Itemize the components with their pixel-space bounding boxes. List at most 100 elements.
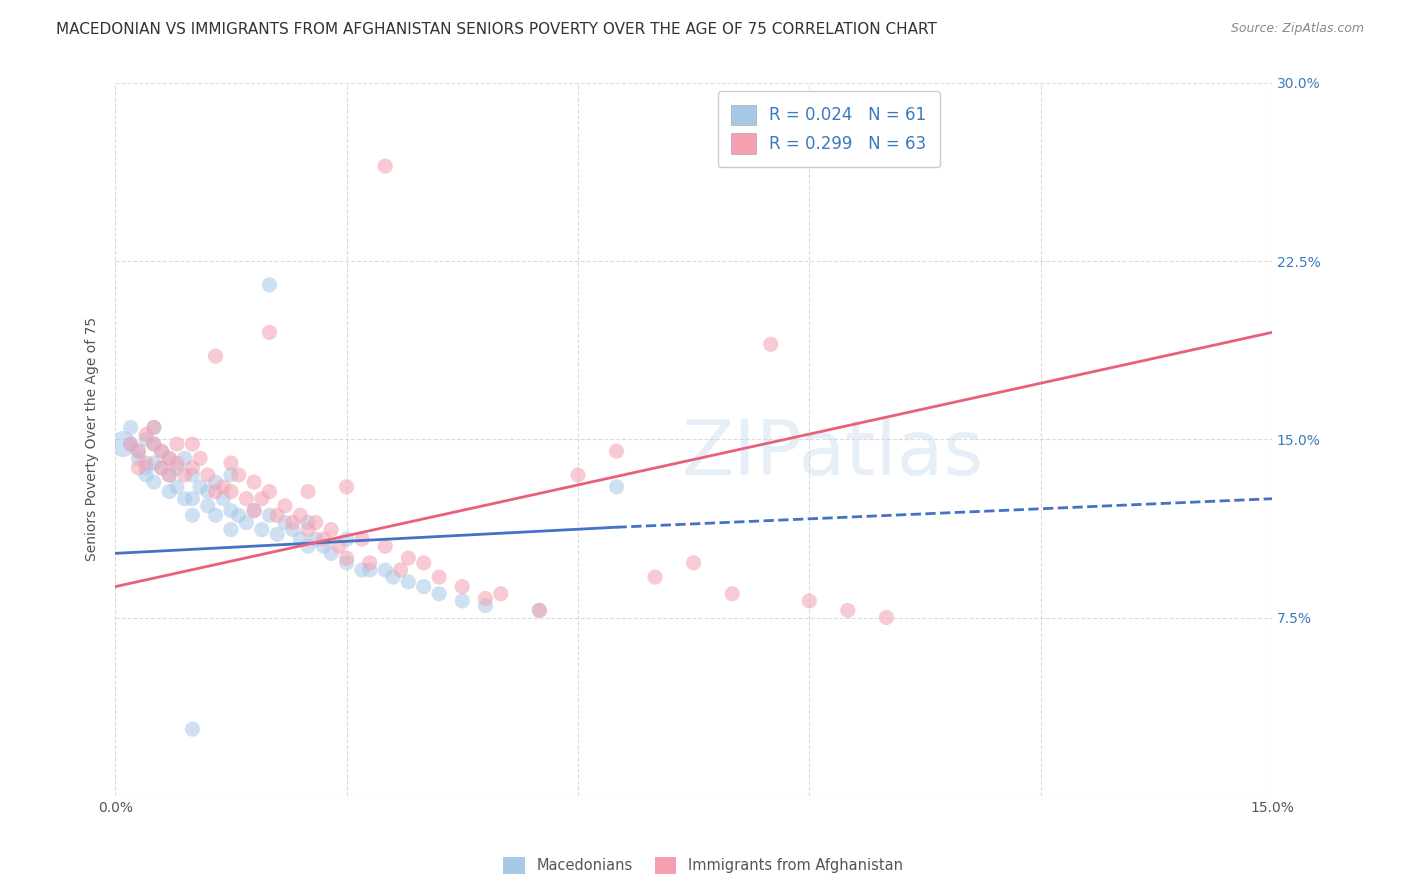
Point xyxy=(305,516,328,530)
Point xyxy=(181,437,204,451)
Point xyxy=(336,556,359,570)
Text: Source: ZipAtlas.com: Source: ZipAtlas.com xyxy=(1230,22,1364,36)
Point xyxy=(336,480,359,494)
Point xyxy=(212,491,235,506)
Point xyxy=(374,159,396,173)
Point xyxy=(157,467,180,482)
Point xyxy=(142,437,165,451)
Point xyxy=(219,456,242,470)
Point xyxy=(281,516,304,530)
Point xyxy=(321,546,343,560)
Point xyxy=(204,349,226,363)
Point xyxy=(127,451,149,466)
Point xyxy=(135,467,157,482)
Point xyxy=(204,484,226,499)
Point xyxy=(529,603,551,617)
Point xyxy=(135,460,157,475)
Point xyxy=(219,467,242,482)
Point xyxy=(188,451,211,466)
Point xyxy=(381,570,404,584)
Point xyxy=(173,491,195,506)
Point xyxy=(529,603,551,617)
Point xyxy=(243,475,266,489)
Point xyxy=(567,467,589,482)
Point xyxy=(250,491,273,506)
Point xyxy=(359,556,381,570)
Point xyxy=(166,437,188,451)
Point xyxy=(157,467,180,482)
Point xyxy=(489,587,512,601)
Text: ZIPatlas: ZIPatlas xyxy=(682,417,984,491)
Point xyxy=(837,603,859,617)
Point xyxy=(396,574,419,589)
Point xyxy=(389,563,412,577)
Point xyxy=(204,475,226,489)
Point xyxy=(181,467,204,482)
Point xyxy=(150,444,173,458)
Point xyxy=(374,539,396,553)
Point xyxy=(120,437,142,451)
Point xyxy=(150,460,173,475)
Point xyxy=(350,532,373,546)
Point xyxy=(412,556,434,570)
Point xyxy=(274,499,297,513)
Point xyxy=(297,523,319,537)
Point xyxy=(290,508,312,523)
Point xyxy=(605,480,627,494)
Point xyxy=(127,444,149,458)
Point xyxy=(235,516,257,530)
Point xyxy=(451,594,474,608)
Y-axis label: Seniors Poverty Over the Age of 75: Seniors Poverty Over the Age of 75 xyxy=(86,318,100,561)
Point xyxy=(173,467,195,482)
Point xyxy=(197,484,219,499)
Point xyxy=(181,491,204,506)
Text: MACEDONIAN VS IMMIGRANTS FROM AFGHANISTAN SENIORS POVERTY OVER THE AGE OF 75 COR: MACEDONIAN VS IMMIGRANTS FROM AFGHANISTA… xyxy=(56,22,938,37)
Point xyxy=(799,594,821,608)
Point xyxy=(120,420,142,434)
Point xyxy=(157,451,180,466)
Point xyxy=(150,444,173,458)
Point xyxy=(312,532,335,546)
Point xyxy=(350,563,373,577)
Point xyxy=(135,433,157,447)
Point xyxy=(166,460,188,475)
Point xyxy=(396,551,419,566)
Point xyxy=(374,563,396,577)
Point xyxy=(150,460,173,475)
Point xyxy=(235,491,257,506)
Point xyxy=(290,532,312,546)
Point xyxy=(111,437,134,451)
Point xyxy=(181,508,204,523)
Point xyxy=(166,480,188,494)
Point xyxy=(721,587,744,601)
Point xyxy=(228,508,250,523)
Point xyxy=(142,475,165,489)
Point xyxy=(120,437,142,451)
Point xyxy=(682,556,704,570)
Point xyxy=(427,587,450,601)
Point xyxy=(250,523,273,537)
Point xyxy=(142,420,165,434)
Point xyxy=(157,451,180,466)
Point xyxy=(135,427,157,442)
Point xyxy=(328,539,350,553)
Point xyxy=(212,480,235,494)
Point xyxy=(474,591,496,606)
Point xyxy=(274,516,297,530)
Point xyxy=(127,460,149,475)
Point xyxy=(259,326,281,340)
Point xyxy=(297,539,319,553)
Point xyxy=(219,484,242,499)
Point xyxy=(127,444,149,458)
Point xyxy=(219,523,242,537)
Point xyxy=(305,532,328,546)
Point xyxy=(875,610,897,624)
Point xyxy=(644,570,666,584)
Point xyxy=(281,523,304,537)
Point xyxy=(142,420,165,434)
Point xyxy=(359,563,381,577)
Point xyxy=(605,444,627,458)
Point xyxy=(312,539,335,553)
Point xyxy=(197,499,219,513)
Point xyxy=(204,508,226,523)
